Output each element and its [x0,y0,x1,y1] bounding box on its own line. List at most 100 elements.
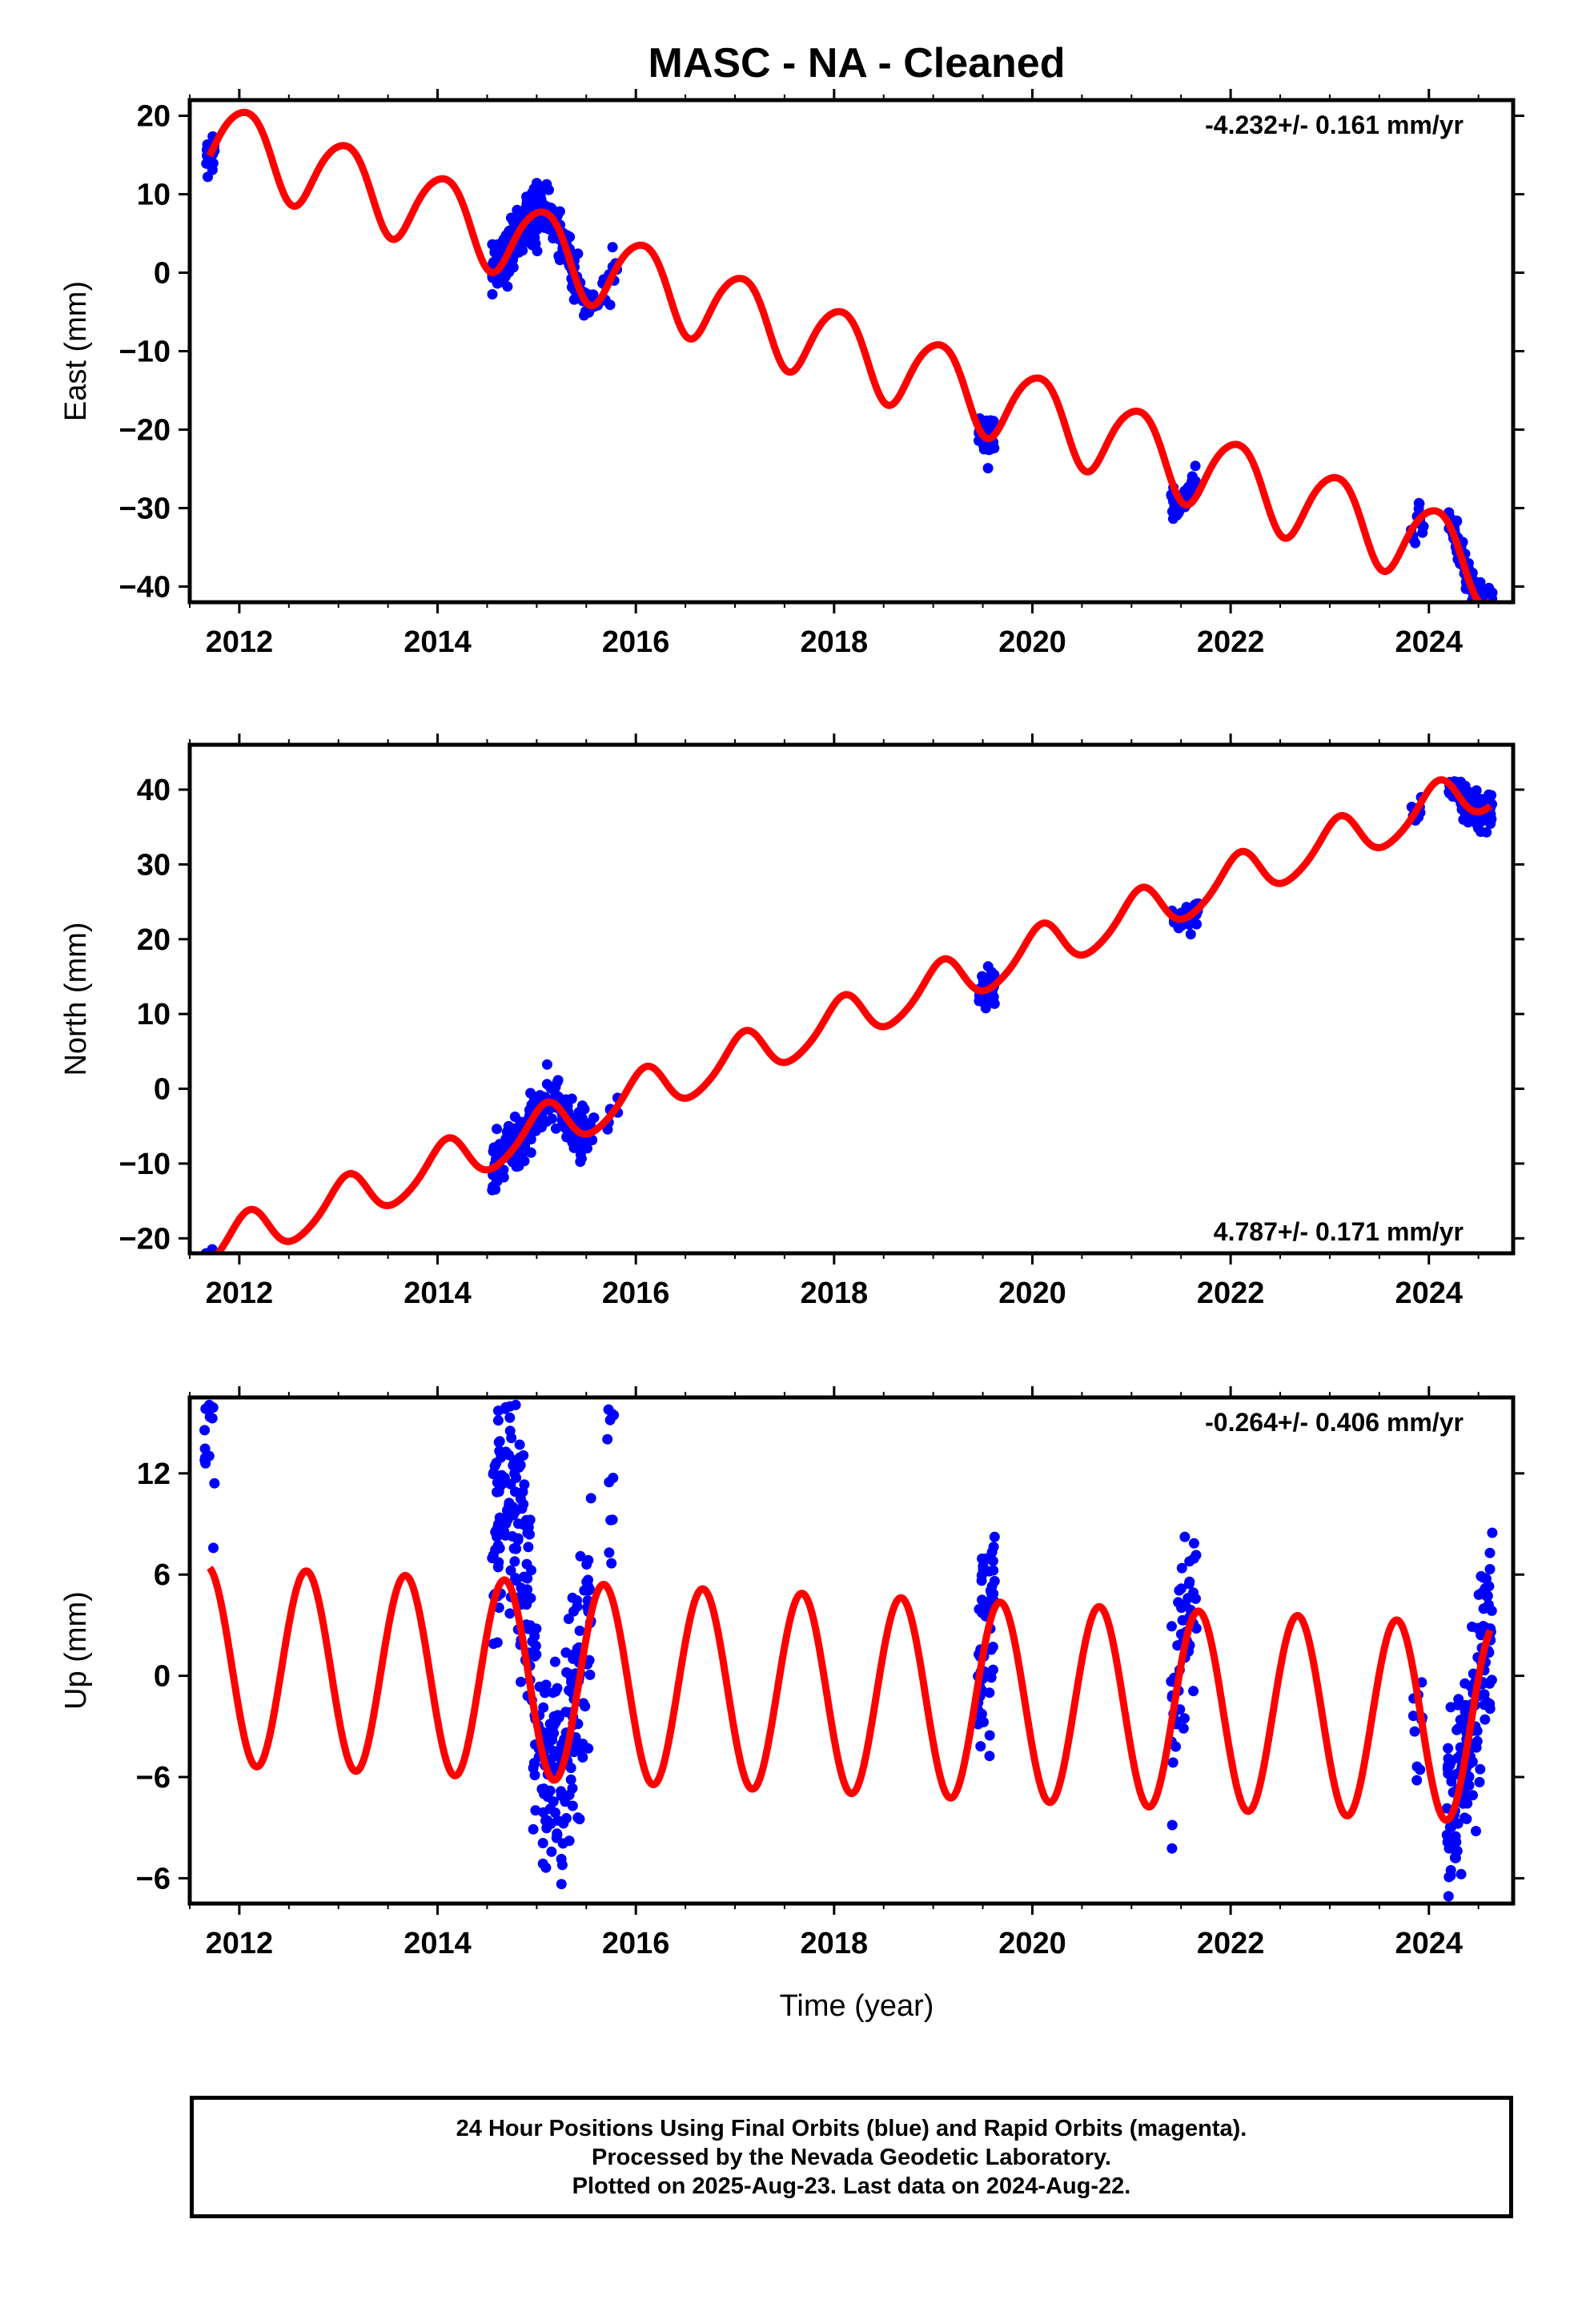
data-point [576,1116,588,1128]
data-point [199,1425,211,1436]
data-point [509,1556,520,1567]
data-point [1173,1597,1184,1608]
y-tick-label: −20 [119,1222,171,1256]
data-point [1450,1852,1461,1864]
data-point [549,1656,560,1667]
data-point [516,1503,528,1514]
data-point [547,1735,557,1746]
data-point [1478,604,1488,614]
data-point [583,1743,594,1754]
x-tick-label: 2022 [1197,1277,1265,1310]
data-point [1166,1843,1178,1854]
data-point [505,1565,516,1576]
data-point [986,1588,997,1599]
data-point [582,1143,592,1154]
data-point [492,1124,502,1135]
data-points [201,131,1498,617]
data-point [540,1687,551,1699]
y-tick-label: 10 [137,179,171,212]
data-point [552,1828,563,1839]
data-point [607,242,618,253]
data-point [208,1542,219,1554]
data-point [1449,1831,1460,1843]
up-panel: 2012 2014 2016 2018 2020 2022 2024 12 6 0 −6 −6 Up (… [59,1353,1524,1960]
data-point [504,1498,515,1509]
data-point [514,1439,525,1450]
rate-annotation: -0.264+/- 0.406 mm/yr [1205,1408,1464,1437]
data-point [602,1124,613,1135]
caption-box: 24 Hour Positions Using Final Orbits (bl… [190,2096,1513,2218]
x-tick-label: 2016 [602,625,670,659]
plot-frame [187,1395,1516,1906]
x-tick-label: 2018 [801,1927,869,1960]
x-tick-label: 2014 [404,625,472,659]
x-tick-label: 2018 [801,1277,869,1310]
data-point [512,1533,524,1544]
data-point [1460,1678,1471,1689]
data-point [532,246,543,256]
data-point [525,1147,536,1158]
data-point [552,1710,564,1721]
data-point [487,289,498,300]
data-point [1486,1605,1497,1616]
rate-annotation: 4.787+/- 0.171 mm/yr [1214,1217,1464,1246]
data-point [548,1720,559,1731]
data-point [525,1088,536,1099]
data-point [500,1446,512,1458]
data-point [513,247,524,258]
data-point [605,1353,616,1364]
data-point [519,1571,529,1582]
data-point [512,1518,524,1530]
x-tick-label: 2020 [998,1277,1066,1310]
data-point [550,1081,561,1092]
data-point [1185,929,1196,940]
model-curve [207,1565,1494,1824]
data-point [1186,476,1198,487]
data-point [504,1425,516,1437]
data-point [1443,1891,1454,1902]
data-point [1484,1678,1496,1689]
data-point [1184,1576,1195,1587]
data-point [1443,1768,1454,1779]
data-point [203,1264,214,1274]
data-point [537,1838,548,1848]
figure-title: MASC - NA - Cleaned [648,40,1066,86]
x-tick-label: 2024 [1395,1927,1463,1960]
data-point [1481,607,1492,617]
data-point [520,1514,532,1526]
data-point [1184,1556,1195,1567]
data-point [986,967,997,978]
data-point [585,1493,596,1504]
data-point [1476,794,1488,805]
data-point [525,1134,536,1145]
data-point [1413,497,1424,509]
data-point [572,1595,583,1606]
data-point [1188,1686,1199,1697]
data-point [525,1593,536,1604]
y-tick-label: −10 [119,336,171,369]
data-point [536,1121,547,1132]
x-tick-label: 2012 [206,1927,274,1960]
model-curve [213,776,1493,1253]
data-point [564,1685,575,1696]
y-tick-label: −20 [119,413,171,447]
data-point [606,1558,617,1569]
data-point [575,1550,586,1562]
data-point [533,199,544,210]
data-point [1443,1872,1455,1883]
data-point [1472,1725,1483,1736]
data-point [574,1625,585,1636]
data-point [567,1800,578,1811]
data-point [983,1553,994,1564]
data-point [1471,1826,1481,1836]
data-point [500,1515,512,1526]
data-point [1456,1868,1467,1880]
data-point [209,1478,220,1489]
y-tick-label: −40 [119,570,171,604]
y-tick-label: 40 [137,774,171,807]
data-point [516,238,527,249]
data-point [986,1644,997,1655]
data-point [527,1636,538,1647]
data-point [604,1477,615,1488]
y-tick-label: 0 [154,1660,171,1694]
